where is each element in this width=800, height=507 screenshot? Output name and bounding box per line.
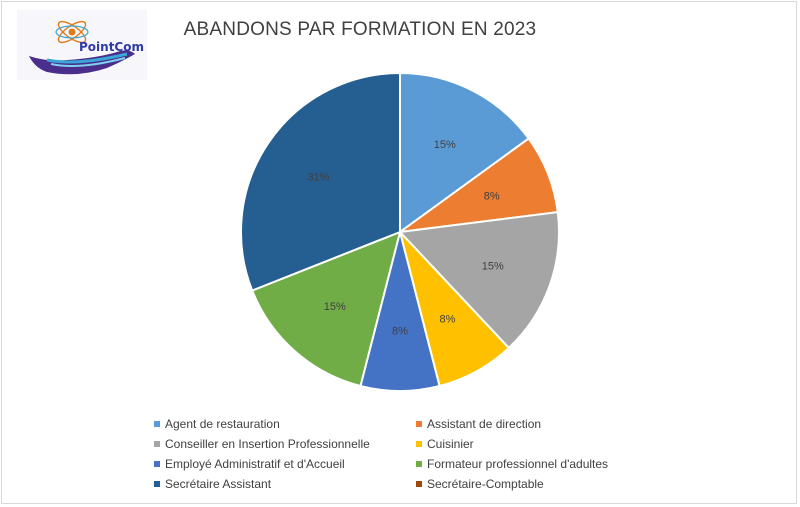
pointcom-logo: PointCom xyxy=(17,10,147,80)
legend-item: Assistant de direction xyxy=(416,417,616,431)
legend-swatch xyxy=(416,441,422,447)
pie-slice-5 xyxy=(250,230,402,388)
legend-swatch xyxy=(154,441,160,447)
data-label-1: 8% xyxy=(484,191,500,203)
svg-text:PointCom: PointCom xyxy=(79,40,144,54)
pie-slice-2 xyxy=(397,210,560,350)
legend-label: Agent de restauration xyxy=(165,417,280,431)
legend-swatch xyxy=(154,461,160,467)
legend-swatch xyxy=(416,461,422,467)
chart-title: ABANDONS PAR FORMATION EN 2023 xyxy=(183,19,537,40)
chart-legend: Agent de restauration Assistant de direct… xyxy=(154,417,634,491)
data-label-0: 15% xyxy=(434,139,456,151)
legend-item: Agent de restauration xyxy=(154,417,416,431)
pie-slice-0 xyxy=(399,71,531,234)
data-label-5: 15% xyxy=(324,301,346,313)
pointcom-logo-graphic: PointCom xyxy=(29,20,144,75)
legend-label: Cuisinier xyxy=(427,437,474,451)
legend-label: Secrétaire-Comptable xyxy=(427,477,544,491)
legend-swatch xyxy=(154,421,160,427)
legend-label: Employé Administratif et d'Accueil xyxy=(165,457,345,471)
legend-swatch xyxy=(416,421,422,427)
data-label-2: 15% xyxy=(482,260,504,272)
legend-label: Secrétaire Assistant xyxy=(165,477,272,491)
legend-label: Formateur professionnel d'adultes xyxy=(427,457,609,471)
legend-label: Assistant de direction xyxy=(427,417,542,431)
legend-item: Formateur professionnel d'adultes xyxy=(416,457,616,471)
legend-swatch xyxy=(154,481,160,487)
data-label-6: 31% xyxy=(307,172,329,184)
legend-item: Secrétaire-Comptable xyxy=(416,477,616,491)
legend-swatch xyxy=(416,481,422,487)
data-label-4: 8% xyxy=(392,326,408,338)
pie-slice-6 xyxy=(240,71,401,292)
legend-item: Conseiller en Insertion Professionnelle xyxy=(154,437,416,451)
legend-item: Employé Administratif et d'Accueil xyxy=(154,457,416,471)
legend-label: Conseiller en Insertion Professionnelle xyxy=(165,437,370,451)
legend-item: Cuisinier xyxy=(416,437,616,451)
data-label-3: 8% xyxy=(440,313,456,325)
legend-item: Secrétaire Assistant xyxy=(154,477,416,491)
